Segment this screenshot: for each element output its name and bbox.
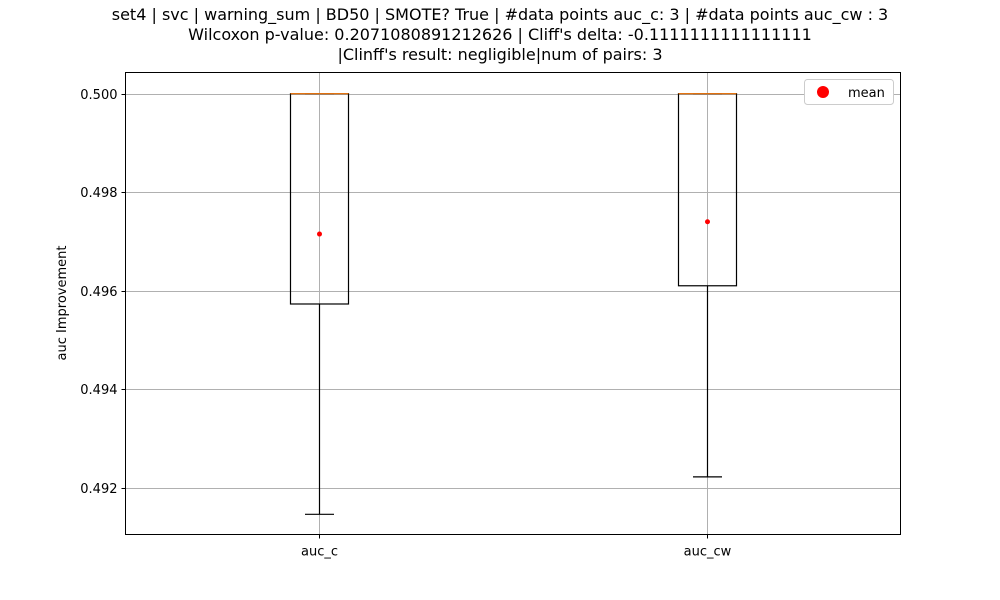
chart-title-line-3: |Clinff's result: negligible|num of pair… xyxy=(337,45,663,64)
y-tick-label: 0.494 xyxy=(80,383,117,398)
y-tick-label: 0.496 xyxy=(80,285,117,300)
y-axis-label: auc Improvement xyxy=(55,246,70,361)
x-tick-label: auc_cw xyxy=(684,545,732,560)
legend-mean-marker xyxy=(817,86,829,98)
mean-point-auc_cw xyxy=(705,219,710,225)
chart-title-line-2: Wilcoxon p-value: 0.2071080891212626 | C… xyxy=(188,25,812,44)
chart-title-line-1: set4 | svc | warning_sum | BD50 | SMOTE?… xyxy=(111,5,889,24)
legend-box xyxy=(804,79,894,105)
legend-mean-label: mean xyxy=(848,86,885,101)
y-tick-label: 0.498 xyxy=(80,186,117,201)
x-tick-label: auc_c xyxy=(301,545,338,560)
plot-frame xyxy=(125,72,901,535)
y-tick-label: 0.492 xyxy=(80,482,117,497)
mean-point-auc_c xyxy=(317,231,322,237)
chart-title: set4 | svc | warning_sum | BD50 | SMOTE?… xyxy=(0,5,1000,65)
legend: mean xyxy=(804,79,894,105)
y-tick-label: 0.500 xyxy=(80,88,117,103)
